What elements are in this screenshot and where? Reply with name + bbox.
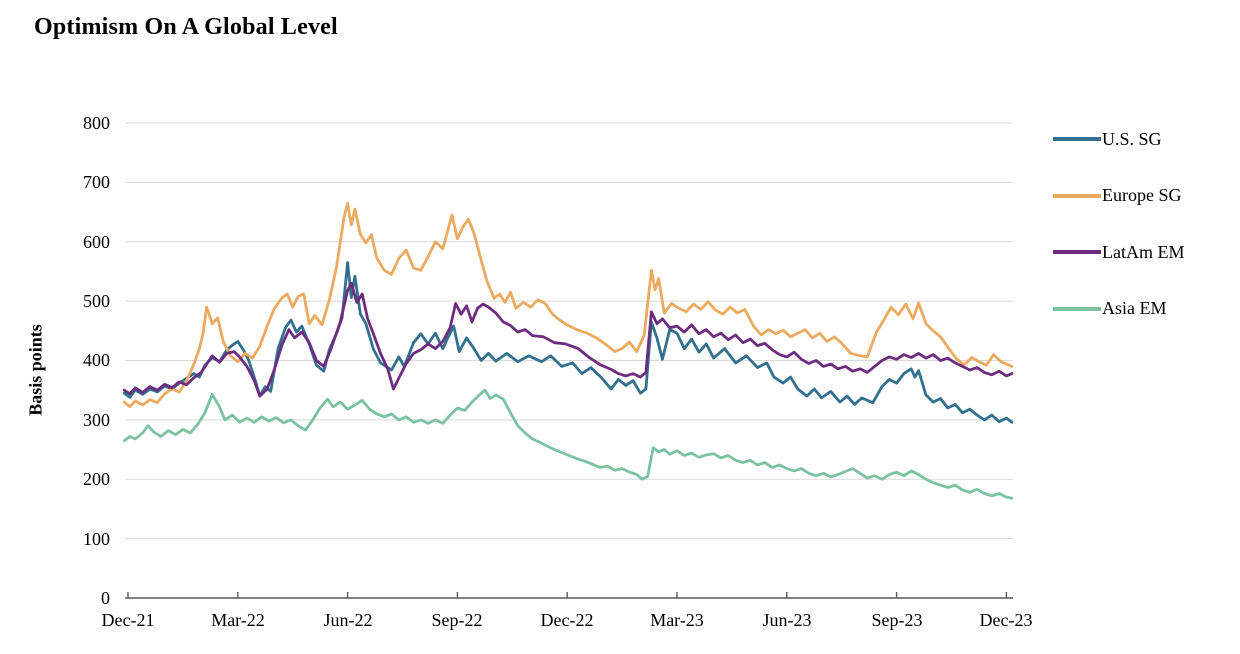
x-tick-label: Dec-22 bbox=[540, 610, 594, 630]
legend-item-europe-sg: Europe SG bbox=[1053, 183, 1185, 209]
europe-sg-line-swatch bbox=[1053, 193, 1101, 198]
x-tick-label: Sep-23 bbox=[871, 610, 923, 630]
asia-em-line-swatch bbox=[1053, 306, 1101, 311]
y-tick-label: 0 bbox=[101, 588, 110, 608]
x-tick-label: Dec-21 bbox=[101, 610, 155, 630]
x-tick-label: Jun-23 bbox=[762, 610, 812, 630]
x-tick-label: Dec-23 bbox=[979, 610, 1033, 630]
legend-label: Asia EM bbox=[1102, 298, 1167, 318]
us-sg-line-swatch bbox=[1053, 137, 1101, 141]
y-tick-label: 800 bbox=[83, 113, 110, 133]
legend-item-asia-em: Asia EM bbox=[1053, 296, 1185, 322]
latam-em-line-swatch bbox=[1053, 250, 1101, 254]
legend-item-us-sg: U.S. SG bbox=[1053, 126, 1185, 152]
legend-label: LatAm EM bbox=[1102, 241, 1185, 262]
y-tick-label: 400 bbox=[83, 350, 110, 370]
x-tick-label: Mar-22 bbox=[211, 610, 265, 630]
x-tick-label: Sep-22 bbox=[431, 610, 483, 630]
y-tick-label: 200 bbox=[83, 469, 110, 489]
y-tick-label: 700 bbox=[83, 172, 110, 192]
legend-label: U.S. SG bbox=[1102, 128, 1162, 149]
y-tick-label: 600 bbox=[83, 232, 110, 252]
y-tick-label: 300 bbox=[83, 410, 110, 430]
legend-item-latam-em: LatAm EM bbox=[1053, 239, 1185, 265]
legend-label: Europe SG bbox=[1102, 185, 1182, 205]
y-tick-label: 100 bbox=[83, 529, 110, 549]
x-tick-label: Jun-22 bbox=[323, 610, 373, 630]
x-tick-label: Mar-23 bbox=[650, 610, 704, 630]
y-tick-label: 500 bbox=[83, 291, 110, 311]
chart-title: Optimism On A Global Level bbox=[34, 14, 338, 40]
chart-legend: U.S. SG Europe SG LatAm EM Asia EM bbox=[1053, 126, 1185, 352]
